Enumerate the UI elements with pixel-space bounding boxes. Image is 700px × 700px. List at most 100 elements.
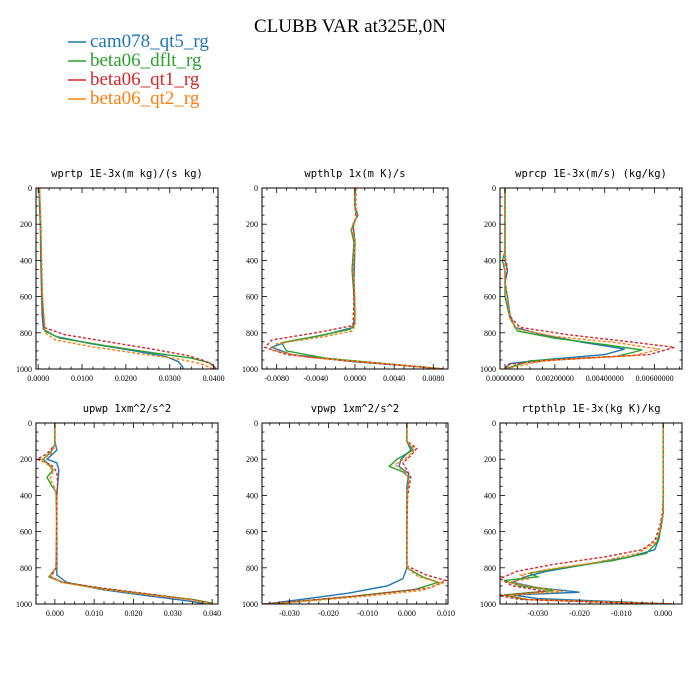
plot-frame — [35, 422, 219, 605]
y-tick-label: 200 — [246, 455, 258, 464]
y-tick-label: 1000 — [242, 600, 258, 609]
panel-title: vpwp 1xm^2/s^2 — [311, 403, 400, 415]
legend-label: beta06_qt2_rg — [90, 88, 200, 109]
y-tick-label: 0 — [492, 419, 496, 428]
series-group — [501, 188, 675, 369]
series-line — [265, 423, 441, 604]
x-tick-label: -0.0080 — [264, 374, 289, 383]
legend: cam078_qt5_rgbeta06_dflt_rgbeta06_qt1_rg… — [68, 31, 209, 109]
plot-frame — [499, 187, 683, 370]
series-line — [39, 423, 213, 604]
series-line — [265, 423, 445, 604]
x-tick-label: 0.00000000 — [486, 374, 524, 383]
x-tick-label: 0.0080 — [422, 374, 444, 383]
chart-panel: rtpthlp 1E-3x(kg K)/kg 0 200 400 600 800 1000 -… — [480, 403, 683, 618]
y-tick-label: 400 — [246, 491, 258, 500]
series-line — [500, 423, 672, 604]
x-tick-label: 0.030 — [164, 609, 182, 618]
y-tick-label: 200 — [20, 455, 32, 464]
chart-panel: vpwp 1xm^2/s^2 0 200 400 600 800 1000 -0.030 -0.… — [242, 403, 455, 618]
figure-title: CLUBB VAR at325E,0N — [254, 16, 446, 37]
x-tick-label: 0.0040 — [383, 374, 405, 383]
series-line — [270, 188, 444, 369]
x-tick-label: 0.000 — [654, 609, 672, 618]
x-tick-label: -0.010 — [357, 609, 378, 618]
plot-frame — [261, 422, 449, 605]
series-line — [45, 423, 205, 604]
panel-title: upwp 1xm^2/s^2 — [83, 403, 172, 415]
x-tick-label: 0.0300 — [159, 374, 181, 383]
legend-label: beta06_dflt_rg — [90, 50, 202, 71]
series-line — [504, 188, 660, 369]
x-tick-label: 0.0100 — [71, 374, 93, 383]
y-tick-label: 0 — [492, 184, 496, 193]
chart-panel: wprcp 1E-3x(m/s) (kg/kg) 0 200 400 600 800 100… — [480, 168, 683, 383]
x-tick-label: 0.00600000 — [636, 374, 674, 383]
series-line — [38, 188, 184, 369]
x-tick-label: 0.0400 — [203, 374, 225, 383]
x-tick-label: 0.010 — [437, 609, 455, 618]
series-line — [503, 423, 672, 604]
y-tick-label: 600 — [246, 293, 258, 302]
y-tick-label: 0 — [28, 184, 32, 193]
panel-title: wpthlp 1x(m K)/s — [304, 168, 405, 180]
y-tick-label: 400 — [20, 256, 32, 265]
x-tick-label: 0.00200000 — [536, 374, 574, 383]
series-line — [508, 423, 672, 604]
x-tick-label: -0.010 — [611, 609, 632, 618]
series-line — [504, 188, 675, 369]
y-tick-label: 600 — [20, 293, 32, 302]
series-group — [263, 188, 444, 369]
y-tick-label: 0 — [28, 419, 32, 428]
x-tick-label: 0.0000 — [27, 374, 49, 383]
y-tick-label: 0 — [254, 419, 258, 428]
legend-label: beta06_qt1_rg — [90, 69, 200, 90]
panel-title: wprcp 1E-3x(m/s) (kg/kg) — [515, 168, 667, 180]
x-tick-label: -0.020 — [318, 609, 339, 618]
y-tick-label: 1000 — [16, 600, 32, 609]
y-tick-label: 1000 — [242, 365, 258, 374]
x-tick-label: 0.00400000 — [586, 374, 624, 383]
x-tick-label: -0.020 — [569, 609, 590, 618]
series-line — [38, 188, 214, 369]
series-line — [262, 423, 448, 604]
x-tick-label: -0.030 — [279, 609, 300, 618]
y-tick-label: 800 — [20, 329, 32, 338]
x-tick-label: 0.000 — [398, 609, 416, 618]
y-tick-label: 200 — [246, 220, 258, 229]
panels: wprtp 1E-3x(m kg)/(s kg) 0 200 400 600 800 100… — [16, 168, 683, 618]
legend-entry: beta06_dflt_rg — [68, 50, 202, 71]
y-tick-label: 600 — [484, 293, 496, 302]
y-tick-label: 200 — [484, 455, 496, 464]
y-tick-label: 200 — [484, 220, 496, 229]
series-line — [42, 423, 213, 604]
series-group — [38, 188, 217, 369]
legend-entry: beta06_qt1_rg — [68, 69, 200, 90]
y-tick-label: 400 — [20, 491, 32, 500]
y-tick-label: 200 — [20, 220, 32, 229]
x-tick-label: 0.0000 — [344, 374, 366, 383]
y-tick-label: 1000 — [480, 365, 496, 374]
series-line — [501, 188, 643, 369]
y-tick-label: 800 — [246, 329, 258, 338]
y-tick-label: 400 — [484, 491, 496, 500]
x-tick-label: 0.010 — [85, 609, 103, 618]
series-line — [36, 423, 213, 604]
x-tick-label: 0.000 — [46, 609, 64, 618]
series-line — [504, 188, 625, 369]
legend-entry: cam078_qt5_rg — [68, 31, 209, 52]
y-tick-label: 400 — [484, 256, 496, 265]
y-tick-label: 800 — [20, 564, 32, 573]
y-tick-label: 600 — [484, 528, 496, 537]
panel-title: rtpthlp 1E-3x(kg K)/kg — [521, 403, 660, 415]
x-tick-label: 0.0200 — [115, 374, 137, 383]
y-tick-label: 600 — [246, 528, 258, 537]
panel-title: wprtp 1E-3x(m kg)/(s kg) — [51, 168, 203, 180]
y-tick-label: 800 — [246, 564, 258, 573]
legend-label: cam078_qt5_rg — [90, 31, 209, 52]
series-line — [38, 188, 217, 369]
x-tick-label: -0.030 — [527, 609, 548, 618]
series-line — [280, 188, 444, 369]
legend-entry: beta06_qt2_rg — [68, 88, 200, 109]
series-line — [265, 423, 412, 604]
